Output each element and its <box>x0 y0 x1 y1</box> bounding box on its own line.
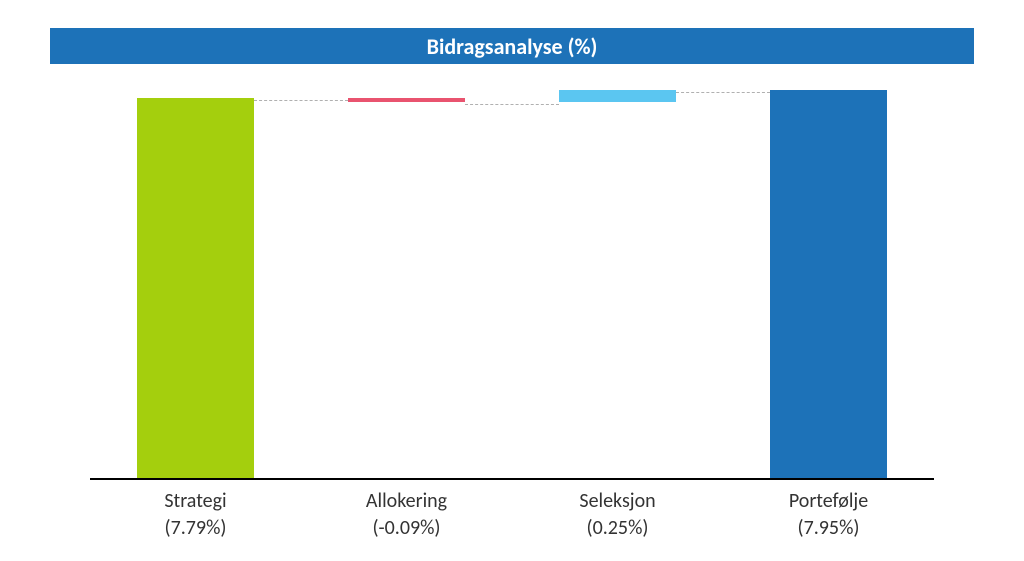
bar-0 <box>137 98 253 478</box>
bar-3 <box>770 90 886 478</box>
x-label-line2-2: (0.25%) <box>512 515 723 542</box>
connector-2 <box>465 104 560 105</box>
x-label-line1-2: Seleksjon <box>512 488 723 515</box>
chart-title: Bidragsanalyse (%) <box>427 33 598 60</box>
bar-1 <box>348 98 464 102</box>
chart-plot-area <box>90 80 934 480</box>
connector-3 <box>676 92 771 93</box>
connector-1 <box>254 100 349 101</box>
x-label-2: Seleksjon(0.25%) <box>512 488 723 542</box>
x-label-line2-0: (7.79%) <box>90 515 301 542</box>
chart-x-labels: Strategi(7.79%)Allokering(-0.09%)Seleksj… <box>90 488 934 542</box>
x-label-line1-1: Allokering <box>301 488 512 515</box>
x-label-3: Portefølje(7.95%) <box>723 488 934 542</box>
bar-2 <box>559 90 675 102</box>
x-label-line2-3: (7.95%) <box>723 515 934 542</box>
x-label-line1-0: Strategi <box>90 488 301 515</box>
x-label-0: Strategi(7.79%) <box>90 488 301 542</box>
chart-baseline <box>90 478 934 480</box>
chart-title-bar: Bidragsanalyse (%) <box>50 28 974 64</box>
x-label-1: Allokering(-0.09%) <box>301 488 512 542</box>
x-label-line2-1: (-0.09%) <box>301 515 512 542</box>
x-label-line1-3: Portefølje <box>723 488 934 515</box>
